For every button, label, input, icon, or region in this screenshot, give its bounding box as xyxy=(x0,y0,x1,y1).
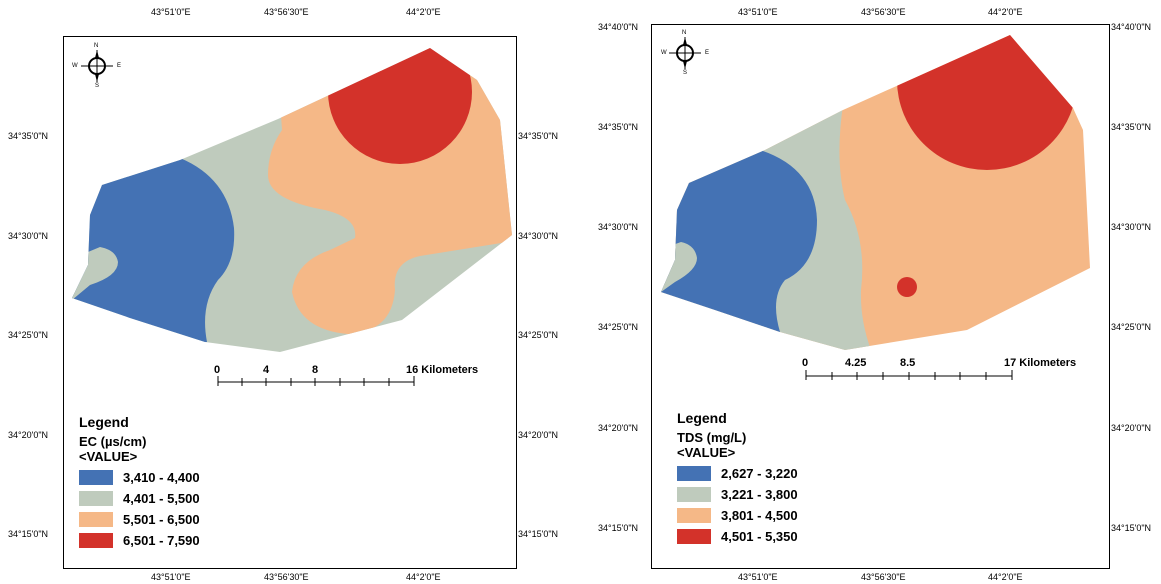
legend: Legend EC (µs/cm) <VALUE> 3,410 - 4,400 … xyxy=(79,414,200,551)
legend-value-label: <VALUE> xyxy=(79,449,200,464)
legend-item: 3,221 - 3,800 xyxy=(677,484,798,505)
legend-swatch xyxy=(677,508,711,523)
legend-field: EC (µs/cm) xyxy=(79,434,200,449)
legend-swatch xyxy=(677,487,711,502)
legend-item-label: 3,221 - 3,800 xyxy=(721,487,798,502)
south-label: S xyxy=(95,83,99,89)
zone-class-4-spot xyxy=(897,277,917,297)
legend-item: 5,501 - 6,500 xyxy=(79,509,200,530)
legend-item: 4,501 - 5,350 xyxy=(677,526,798,547)
zone-class-4 xyxy=(328,20,472,164)
legend-swatch xyxy=(79,470,113,485)
legend-item-label: 3,801 - 4,500 xyxy=(721,508,798,523)
south-label: S xyxy=(683,70,687,76)
west-label: W xyxy=(72,63,78,69)
legend-swatch xyxy=(79,491,113,506)
legend-item: 6,501 - 7,590 xyxy=(79,530,200,551)
scale-label: 8 xyxy=(312,364,318,376)
north-label: N xyxy=(682,30,686,36)
north-arrow-icon xyxy=(669,37,701,69)
legend-item-label: 3,410 - 4,400 xyxy=(123,470,200,485)
scale-bar xyxy=(806,370,1012,380)
north-label: N xyxy=(94,43,98,49)
legend-item-label: 4,401 - 5,500 xyxy=(123,491,200,506)
scale-labels: 0 4 8 16 Kilometers xyxy=(214,364,514,378)
legend-swatch xyxy=(677,466,711,481)
east-label: E xyxy=(117,63,121,69)
legend-item-label: 4,501 - 5,350 xyxy=(721,529,798,544)
legend-swatch xyxy=(677,529,711,544)
scale-label: 0 xyxy=(214,364,220,376)
scale-label: 0 xyxy=(802,357,808,369)
tds-map-graphic xyxy=(585,0,1161,584)
legend-item-label: 6,501 - 7,590 xyxy=(123,533,200,548)
legend-title: Legend xyxy=(79,414,200,430)
legend-swatch xyxy=(79,533,113,548)
legend-item: 4,401 - 5,500 xyxy=(79,488,200,509)
scale-labels: 0 4.25 8.5 17 Kilometers xyxy=(802,357,1122,371)
ec-map-panel: 43°51'0"E 43°56'30"E 44°2'0"E 43°51'0"E … xyxy=(0,0,580,584)
legend-field: TDS (mg/L) xyxy=(677,430,798,445)
legend-swatch xyxy=(79,512,113,527)
legend-title: Legend xyxy=(677,410,798,426)
scale-label: 17 Kilometers xyxy=(1004,357,1076,369)
legend-item: 3,410 - 4,400 xyxy=(79,467,200,488)
tds-map-panel: 43°51'0"E 43°56'30"E 44°2'0"E 43°51'0"E … xyxy=(585,0,1161,584)
legend-item-label: 5,501 - 6,500 xyxy=(123,512,200,527)
legend-item: 3,801 - 4,500 xyxy=(677,505,798,526)
scale-label: 16 Kilometers xyxy=(406,364,478,376)
north-arrow-icon xyxy=(81,50,113,82)
legend-item: 2,627 - 3,220 xyxy=(677,463,798,484)
west-label: W xyxy=(661,50,667,56)
scale-label: 4 xyxy=(263,364,269,376)
scale-label: 4.25 xyxy=(845,357,866,369)
legend: Legend TDS (mg/L) <VALUE> 2,627 - 3,220 … xyxy=(677,410,798,547)
legend-item-label: 2,627 - 3,220 xyxy=(721,466,798,481)
legend-value-label: <VALUE> xyxy=(677,445,798,460)
east-label: E xyxy=(705,50,709,56)
scale-label: 8.5 xyxy=(900,357,915,369)
